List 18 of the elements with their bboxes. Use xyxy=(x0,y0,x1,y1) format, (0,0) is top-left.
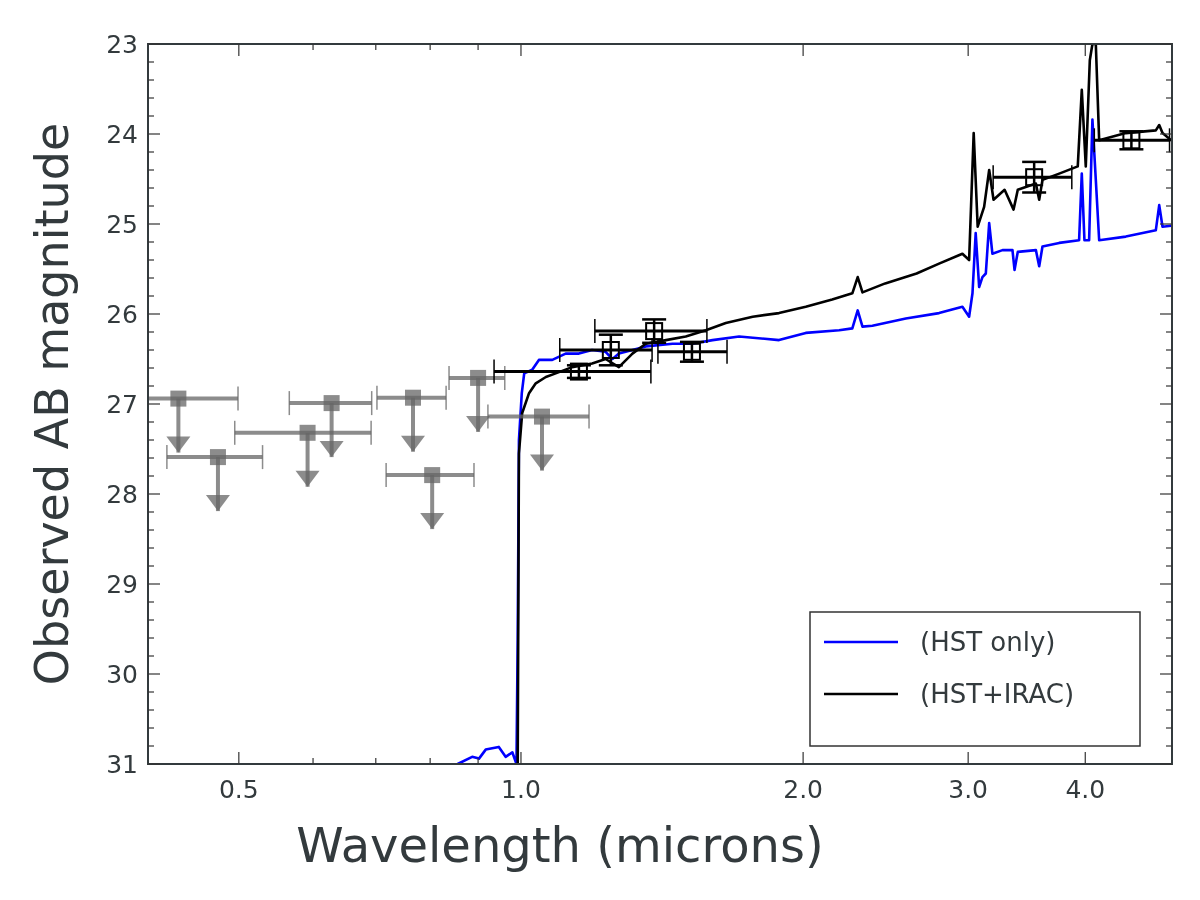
y-tick-label: 26 xyxy=(106,299,138,329)
legend-label: (HST+IRAC) xyxy=(920,679,1075,710)
x-tick-label: 0.5 xyxy=(218,775,259,804)
x-tick-label: 2.0 xyxy=(783,775,823,804)
y-tick-label: 27 xyxy=(106,389,138,419)
y-axis-title: Observed AB magnitude xyxy=(25,122,79,686)
y-tick-label: 24 xyxy=(106,119,138,149)
x-tick-label: 4.0 xyxy=(1065,775,1106,804)
x-tick-label: 3.0 xyxy=(948,775,989,804)
y-tick-label: 23 xyxy=(106,29,138,59)
y-tick-label: 28 xyxy=(106,479,138,509)
y-tick-label: 30 xyxy=(106,659,138,689)
x-axis-title: Wavelength (microns) xyxy=(296,817,824,873)
x-tick-label: 1.0 xyxy=(501,775,541,804)
y-tick-label: 25 xyxy=(106,209,138,239)
legend-label: (HST only) xyxy=(920,627,1056,658)
y-tick-label: 29 xyxy=(106,569,138,599)
y-tick-label: 31 xyxy=(106,749,138,779)
